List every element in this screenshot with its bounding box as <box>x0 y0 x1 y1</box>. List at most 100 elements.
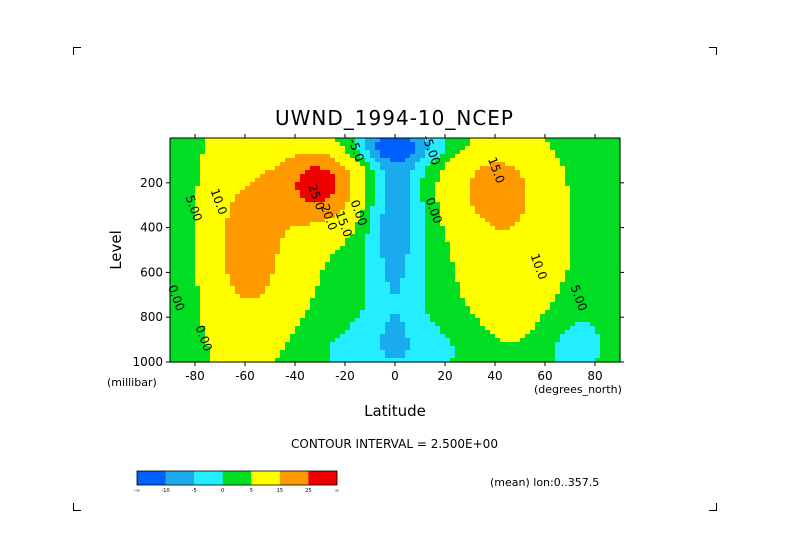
field-cell <box>280 306 286 311</box>
field-cell <box>565 270 571 275</box>
field-cell <box>390 274 396 279</box>
field-cell <box>275 162 281 167</box>
field-cell <box>365 330 371 335</box>
field-cell <box>560 210 566 215</box>
field-cell <box>585 354 591 359</box>
field-cell <box>540 246 546 251</box>
field-cell <box>235 270 241 275</box>
field-cell <box>600 286 606 291</box>
field-cell <box>215 282 221 287</box>
field-cell <box>585 350 591 355</box>
field-cell <box>560 306 566 311</box>
field-cell <box>475 150 481 155</box>
field-cell <box>530 218 536 223</box>
field-cell <box>195 202 201 207</box>
field-cell <box>275 186 281 191</box>
field-cell <box>300 322 306 327</box>
field-cell <box>560 274 566 279</box>
field-cell <box>590 282 596 287</box>
field-cell <box>385 246 391 251</box>
field-cell <box>520 178 526 183</box>
field-cell <box>600 346 606 351</box>
field-cell <box>360 254 366 259</box>
field-cell <box>275 242 281 247</box>
field-cell <box>565 150 571 155</box>
field-cell <box>330 322 336 327</box>
field-cell <box>170 290 176 295</box>
field-cell <box>440 198 446 203</box>
field-cell <box>290 170 296 175</box>
field-cell <box>520 334 526 339</box>
field-cell <box>505 290 511 295</box>
field-cell <box>560 194 566 199</box>
field-cell <box>335 162 341 167</box>
field-cell <box>470 286 476 291</box>
field-cell <box>485 330 491 335</box>
field-cell <box>340 174 346 179</box>
field-cell <box>475 350 481 355</box>
field-cell <box>315 322 321 327</box>
field-cell <box>505 250 511 255</box>
field-cell <box>400 342 406 347</box>
field-cell <box>275 346 281 351</box>
field-cell <box>190 206 196 211</box>
field-cell <box>235 226 241 231</box>
field-cell <box>600 178 606 183</box>
field-cell <box>410 182 416 187</box>
field-cell <box>375 238 381 243</box>
field-cell <box>540 146 546 151</box>
field-cell <box>340 278 346 283</box>
field-cell <box>450 194 456 199</box>
field-cell <box>495 298 501 303</box>
field-cell <box>475 330 481 335</box>
field-cell <box>325 206 331 211</box>
field-cell <box>195 198 201 203</box>
field-cell <box>300 294 306 299</box>
field-cell <box>605 290 611 295</box>
field-cell <box>490 170 496 175</box>
field-cell <box>250 194 256 199</box>
field-cell <box>230 302 236 307</box>
field-cell <box>200 278 206 283</box>
field-cell <box>220 314 226 319</box>
field-cell <box>190 190 196 195</box>
field-cell <box>580 338 586 343</box>
field-cell <box>450 342 456 347</box>
field-cell <box>605 198 611 203</box>
field-cell <box>525 298 531 303</box>
field-cell <box>315 246 321 251</box>
field-cell <box>550 222 556 227</box>
field-cell <box>535 338 541 343</box>
field-cell <box>175 214 181 219</box>
field-cell <box>535 170 541 175</box>
field-cell <box>445 358 451 363</box>
field-cell <box>340 310 346 315</box>
field-cell <box>320 222 326 227</box>
field-cell <box>425 270 431 275</box>
field-cell <box>215 150 221 155</box>
field-cell <box>495 210 501 215</box>
field-cell <box>325 310 331 315</box>
field-cell <box>475 194 481 199</box>
field-cell <box>435 346 441 351</box>
field-cell <box>310 286 316 291</box>
field-cell <box>350 254 356 259</box>
field-cell <box>515 358 521 363</box>
field-cell <box>415 158 421 163</box>
field-cell <box>210 166 216 171</box>
field-cell <box>280 230 286 235</box>
field-cell <box>210 266 216 271</box>
field-cell <box>520 162 526 167</box>
field-cell <box>270 350 276 355</box>
field-cell <box>570 358 576 363</box>
field-cell <box>600 210 606 215</box>
field-cell <box>565 174 571 179</box>
field-cell <box>240 202 246 207</box>
field-cell <box>285 190 291 195</box>
field-cell <box>515 154 521 159</box>
field-cell <box>530 194 536 199</box>
field-cell <box>480 354 486 359</box>
field-cell <box>255 138 261 143</box>
field-cell <box>555 274 561 279</box>
field-cell <box>190 150 196 155</box>
